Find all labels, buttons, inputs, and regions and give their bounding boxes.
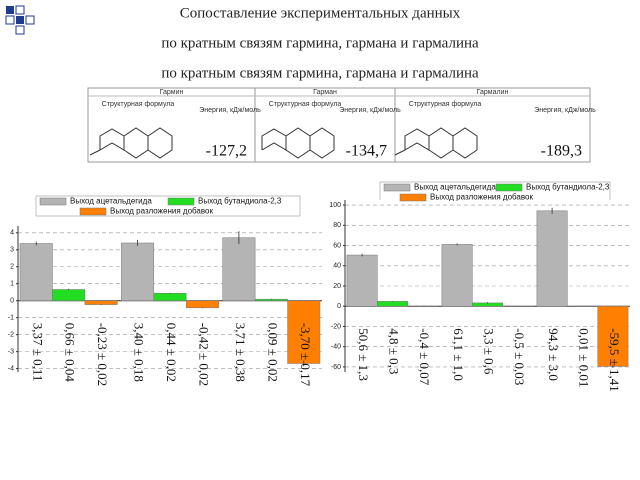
energy-header: Энергия, кДж/моль (339, 107, 401, 114)
bar (287, 300, 321, 364)
value-label: 0,09 ± 0,02 (265, 323, 280, 382)
y-tick-label: -4 (8, 365, 14, 372)
bar (52, 289, 86, 301)
formula-header: Структурная формула (102, 101, 175, 108)
title-line: по кратным связям гармина, гармана и гар… (161, 65, 479, 81)
y-tick-label: 80 (333, 222, 341, 229)
bar (121, 242, 155, 301)
legend-label: Выход бутандиола-2,3 (526, 183, 610, 192)
y-tick-label: 20 (333, 283, 341, 290)
bar (502, 305, 534, 307)
legend-swatch (39, 197, 67, 206)
bar (222, 237, 256, 301)
y-tick-label: 4 (10, 230, 14, 237)
y-tick-label: -20 (331, 323, 341, 330)
legend-swatch (495, 183, 523, 192)
table (87, 87, 591, 163)
value-label: 50,6 ± 1,3 (356, 328, 371, 381)
legend-swatch (399, 193, 427, 202)
formula-header: Структурная формула (269, 101, 342, 108)
energy-value: -189,3 (541, 143, 582, 160)
energy-value: -127,2 (206, 143, 247, 160)
value-label: 94,3 ± 3,0 (546, 328, 561, 381)
bar (536, 210, 568, 307)
value-label: -59,5 ± 1,41 (607, 328, 622, 391)
column-name: Гармалин (477, 89, 509, 96)
y-tick-label: 2 (10, 264, 14, 271)
bar (407, 305, 439, 307)
legend-swatch (383, 183, 411, 192)
value-label: 61,1 ± 1,0 (451, 328, 466, 381)
y-tick-label: -3 (8, 348, 14, 355)
value-label: 4,8 ± 0,3 (387, 328, 402, 374)
y-tick-label: -60 (331, 364, 341, 371)
bar (567, 305, 598, 307)
title-line: Сопоставление экспериментальных данных (180, 5, 461, 21)
y-tick-label: 60 (333, 242, 341, 249)
value-label: 0,01 ± 0,01 (577, 328, 592, 387)
legend-label: Выход ацетальдегида (70, 197, 152, 206)
value-label: 0,44 ± 0,02 (164, 323, 179, 382)
value-label: 3,37 ± 0,11 (30, 323, 45, 382)
bar (153, 292, 187, 301)
energy-value: -134,7 (346, 143, 387, 160)
legend-swatch (167, 197, 195, 206)
value-label: 3,3 ± 0,6 (482, 328, 497, 375)
molecule (89, 127, 478, 159)
bar (185, 300, 219, 309)
value-label: -0,5 ± 0,03 (512, 328, 527, 385)
title-line: по кратным связям гармина, гармана и гар… (161, 35, 479, 51)
y-tick-label: 0 (10, 298, 14, 305)
bar (346, 254, 378, 307)
value-label: -0,23 ± 0,02 (95, 323, 110, 386)
y-tick-label: 0 (337, 303, 341, 310)
legend-swatch (79, 207, 107, 216)
bar (84, 300, 118, 305)
column-name: Гармин (160, 89, 184, 96)
y-tick-label: -2 (8, 331, 14, 338)
corner-decoration (5, 5, 35, 35)
column-name: Гарман (313, 89, 337, 96)
legend-label: Выход разложения добавок (110, 207, 213, 216)
y-tick-label: -40 (331, 344, 341, 351)
y-tick-label: 1 (10, 281, 14, 288)
legend-label: Выход ацетальдегида (414, 183, 496, 192)
formula-header: Структурная формула (409, 101, 482, 108)
value-label: -0,42 ± 0,02 (196, 323, 211, 386)
value-label: -0,4 ± 0,07 (417, 328, 432, 385)
value-label: 0,66 ± 0,04 (63, 323, 78, 383)
energy-header: Энергия, кДж/моль (534, 107, 596, 114)
legend-label: Выход бутандиола-2,3 (198, 197, 282, 206)
bar (441, 244, 473, 307)
y-tick-label: 40 (333, 263, 341, 270)
bar (19, 243, 53, 301)
bar (377, 301, 408, 307)
energy-header: Энергия, кДж/моль (199, 107, 261, 114)
y-tick-label: 100 (329, 202, 341, 209)
legend-label: Выход разложения добавок (430, 193, 533, 202)
y-tick-label: 3 (10, 247, 14, 254)
value-label: -3,70 ± 0,17 (298, 323, 313, 387)
value-label: 3,71 ± 0,38 (233, 323, 248, 382)
y-tick-label: -1 (8, 315, 14, 322)
value-label: 3,40 ± 0,18 (132, 323, 147, 382)
